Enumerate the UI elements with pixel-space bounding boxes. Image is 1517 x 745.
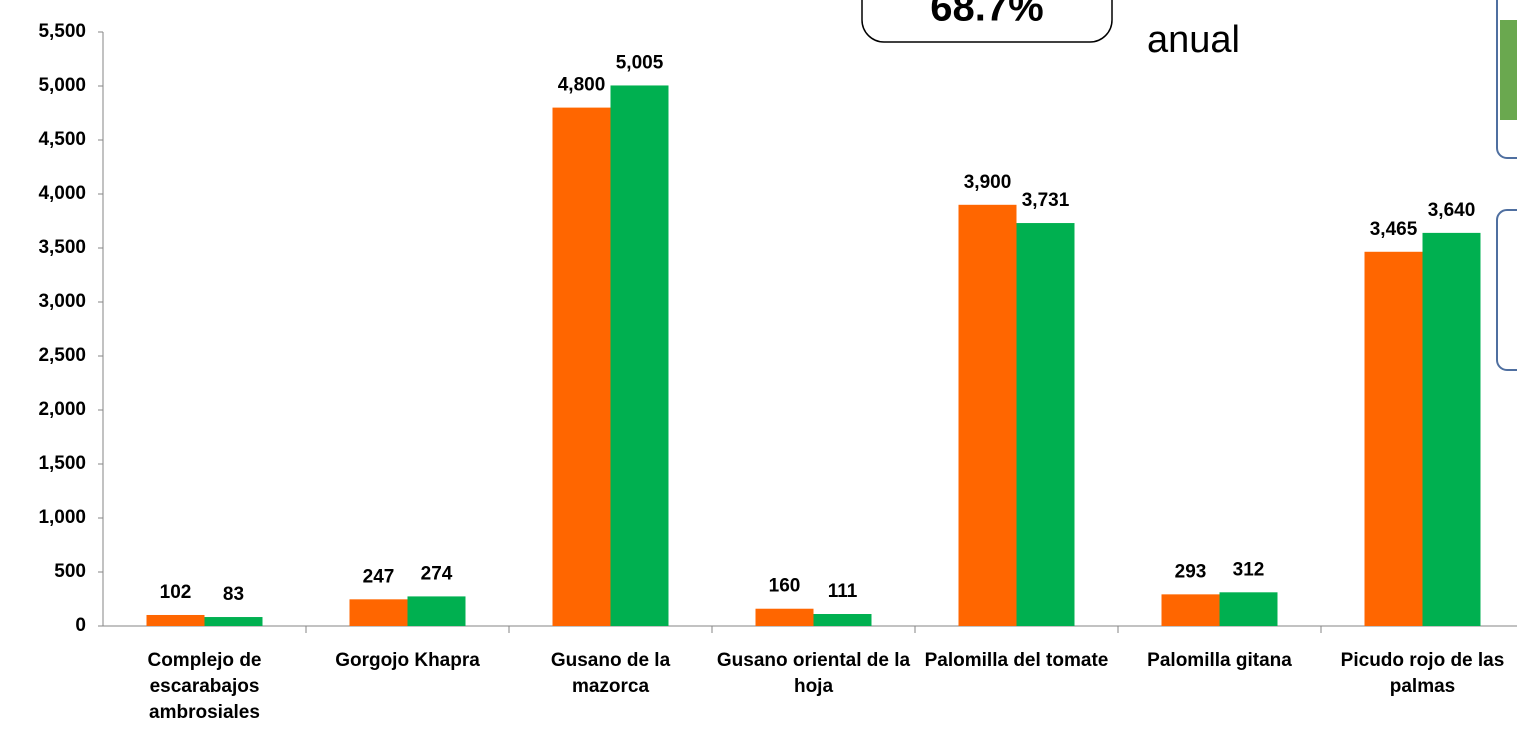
- bar: [814, 614, 872, 626]
- side-image: [1500, 20, 1517, 120]
- y-tick-label: 5,000: [38, 75, 86, 96]
- value-label: 5,005: [616, 52, 664, 73]
- value-label: 111: [828, 581, 858, 602]
- value-label: 160: [769, 576, 801, 597]
- bar: [408, 596, 466, 626]
- bar: [1162, 594, 1220, 626]
- y-tick-label: 3,500: [38, 237, 86, 258]
- value-label: 247: [363, 566, 395, 587]
- bar: [1423, 233, 1481, 626]
- bar: [611, 85, 669, 626]
- bar: [1365, 252, 1423, 626]
- value-label: 102: [160, 582, 192, 603]
- x-tick-label: Palomilla gitana: [1120, 648, 1320, 674]
- value-label: 4,800: [558, 75, 606, 96]
- callout-value: 68.7%: [930, 0, 1043, 30]
- x-tick-label: Gorgojo Khapra: [308, 648, 508, 674]
- y-tick-label: 1,000: [38, 507, 86, 528]
- y-tick-label: 5,500: [38, 21, 86, 42]
- bar: [553, 108, 611, 626]
- chart: 68.7% anual 0 500 1,000 1,500 2,000 2,500 3,00…: [0, 0, 1517, 745]
- value-label: 274: [421, 563, 453, 584]
- y-tick-label: 3,000: [38, 291, 86, 312]
- x-tick-label: Gusano de la mazorca: [511, 648, 711, 700]
- y-tick-label: 500: [54, 561, 86, 582]
- x-tick-label: Picudo rojo de las palmas: [1323, 648, 1517, 700]
- y-tick-label: 1,500: [38, 453, 86, 474]
- bar: [1017, 223, 1075, 626]
- y-tick-label: 4,000: [38, 183, 86, 204]
- value-label: 312: [1233, 559, 1265, 580]
- bar: [147, 615, 205, 626]
- page: 68.7% anual 0 500 1,000 1,500 2,000 2,500 3,00…: [0, 0, 1517, 745]
- bar: [350, 599, 408, 626]
- y-tick-label: 2,000: [38, 399, 86, 420]
- x-tick-label: Complejo de escarabajos ambrosiales: [105, 648, 305, 726]
- x-tick-label: Gusano oriental de la hoja: [714, 648, 914, 700]
- value-label: 3,640: [1428, 200, 1476, 221]
- bar: [205, 617, 263, 626]
- value-label: 3,465: [1370, 219, 1418, 240]
- y-tick-label: 2,500: [38, 345, 86, 366]
- bar: [756, 609, 814, 626]
- value-label: 3,731: [1022, 190, 1070, 211]
- value-label: 83: [223, 584, 244, 605]
- side-panel: [1497, 210, 1517, 370]
- y-tick-label: 4,500: [38, 129, 86, 150]
- y-tick-label: 0: [75, 615, 86, 636]
- x-tick-label: Palomilla del tomate: [917, 648, 1117, 674]
- callout-text: anual: [1147, 19, 1240, 61]
- bar: [1220, 592, 1278, 626]
- bar: [959, 205, 1017, 626]
- value-label: 293: [1175, 561, 1207, 582]
- value-label: 3,900: [964, 172, 1012, 193]
